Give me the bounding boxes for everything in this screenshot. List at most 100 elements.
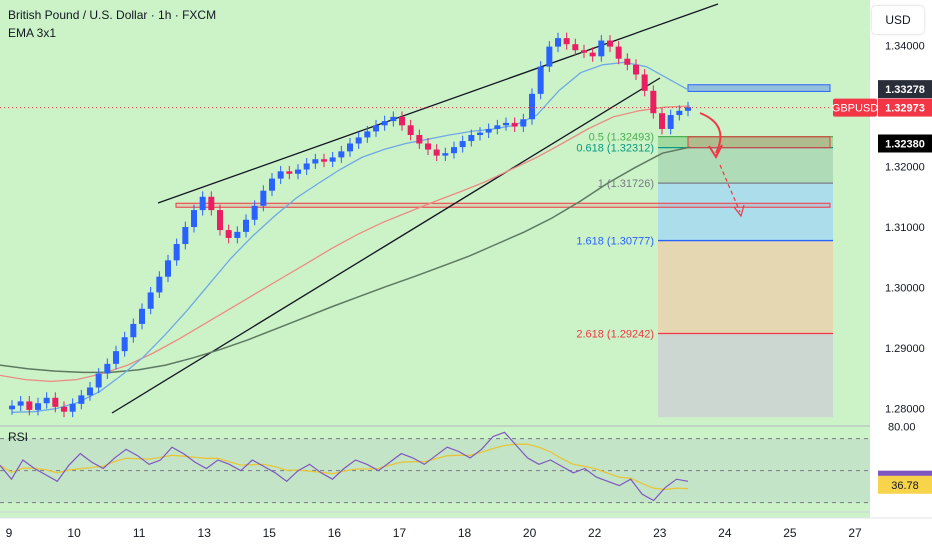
candle-body: [277, 171, 284, 179]
candle-body: [347, 143, 353, 152]
rsi-ma-line: [0, 443, 689, 491]
candle-body: [416, 135, 423, 144]
symbol-tag-label: GBPUSD: [832, 103, 879, 115]
candle-body: [43, 397, 50, 404]
price-badge: [878, 98, 932, 117]
candle-body: [52, 397, 59, 407]
indicator-label[interactable]: EMA 3x1: [8, 26, 57, 40]
candle-body: [381, 121, 388, 126]
symbol-title: British Pound / U.S. Dollar · 1h · FXCM: [8, 8, 217, 22]
time-tick-label: 22: [588, 526, 602, 540]
price-tick-label: 1.29000: [885, 343, 925, 355]
candle-body: [511, 122, 518, 127]
candle-body: [659, 113, 665, 129]
candle-body: [199, 196, 206, 211]
candle-body: [555, 38, 561, 47]
candle-body: [546, 46, 553, 67]
candle-body: [676, 110, 683, 116]
candle-body: [191, 210, 197, 228]
rsi-top-label: 80.00: [888, 422, 916, 434]
candle-body: [607, 40, 613, 47]
ema-slow-line: [0, 146, 691, 374]
candle-body: [225, 230, 232, 238]
currency-button[interactable]: USD: [872, 6, 924, 34]
fib-level-label: 2.618 (1.29242): [576, 328, 654, 340]
candle-body: [451, 147, 457, 154]
price-badge: [878, 80, 932, 99]
candle-body: [321, 159, 327, 162]
candle-body: [494, 125, 501, 129]
candle-body: [208, 196, 215, 211]
price-tick-label: 1.30000: [885, 283, 925, 295]
candle-body: [182, 227, 189, 244]
candle-body: [477, 132, 483, 136]
candle-body: [269, 178, 275, 191]
candle-body: [35, 403, 41, 410]
price-tick-label: 1.28000: [885, 404, 925, 416]
candle-body: [121, 337, 128, 352]
candle-body: [69, 403, 76, 412]
time-tick-label: 10: [67, 526, 81, 540]
candle-body: [130, 323, 137, 338]
symbol-tag: [833, 98, 877, 117]
price-tick-label: 1.34000: [885, 40, 925, 52]
projection-arrow-dashed: [719, 164, 741, 213]
candle-body: [503, 122, 509, 126]
candle-body: [312, 159, 319, 164]
fib-zone-fill: [658, 147, 833, 184]
price-badge-label: 1.33278: [885, 84, 925, 96]
time-tick-label: 17: [393, 526, 407, 540]
candle-body: [9, 405, 15, 410]
fib-level-label: 0.5 (1.32493): [589, 132, 654, 144]
lower-trendline: [111, 77, 661, 414]
time-tick-label: 23: [653, 526, 667, 540]
candle-body: [615, 46, 622, 59]
projection-arrowhead-dashed: [733, 204, 745, 218]
upper-trendline: [157, 3, 719, 204]
candle-body: [286, 171, 293, 174]
fib-zone-fill: [658, 240, 833, 334]
resistance-box: [687, 84, 831, 92]
time-tick-label: 15: [263, 526, 277, 540]
candle-body: [303, 163, 310, 170]
candle-body: [217, 210, 223, 231]
rsi-ma-badge: [878, 475, 932, 494]
candle-body: [355, 137, 362, 144]
candle-body: [407, 125, 414, 136]
price-badge-label: 1.32380: [885, 138, 925, 150]
candle-body: [581, 50, 587, 53]
candle-body: [650, 90, 657, 114]
price-tick-label: 1.32000: [885, 161, 925, 173]
candle-body: [520, 119, 527, 127]
rsi-label: RSI: [8, 430, 28, 444]
time-tick-label: 27: [848, 526, 862, 540]
time-tick-label: 16: [328, 526, 342, 540]
support-zone: [175, 202, 831, 208]
candle-body: [537, 66, 544, 94]
price-badge-label: 1.32973: [885, 103, 925, 115]
candle-body: [173, 243, 180, 261]
candle-body: [373, 125, 379, 132]
candle-body: [156, 276, 163, 293]
candle-body: [78, 395, 85, 404]
fib-level-label: 0.618 (1.32312): [576, 143, 654, 155]
candle-body: [251, 205, 258, 220]
candle-body: [113, 351, 119, 364]
candle-body: [17, 401, 24, 406]
projection-arrow-curve: [699, 112, 722, 154]
candle-body: [598, 40, 605, 57]
candle-body: [633, 64, 639, 75]
candle-body: [95, 373, 102, 388]
ema-fast-line: [11, 61, 691, 413]
candle-body: [295, 169, 301, 174]
candle-body: [61, 406, 67, 412]
ema-mid-line: [0, 105, 691, 383]
rsi-ma-label: 36.78: [891, 480, 919, 492]
candle-body: [87, 387, 93, 396]
time-tick-label: 13: [198, 526, 212, 540]
candle-body: [260, 190, 267, 206]
time-tick-label: 25: [783, 526, 797, 540]
candle-body: [139, 308, 145, 324]
